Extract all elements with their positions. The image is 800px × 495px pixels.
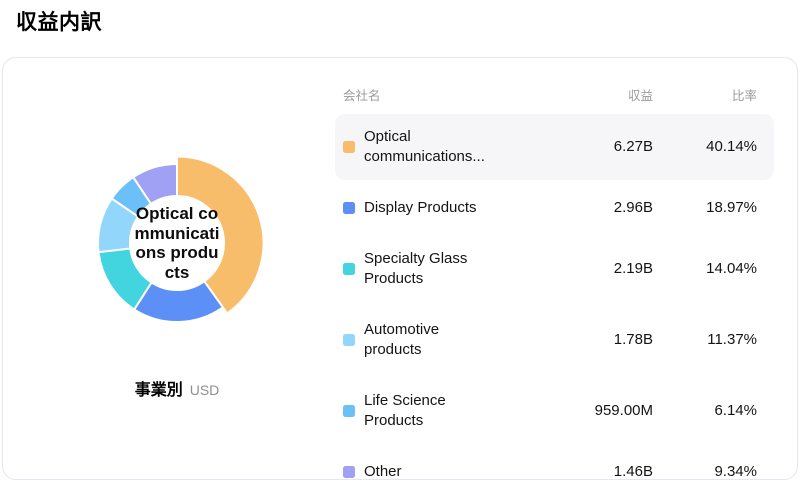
- table-row-display-products[interactable]: Display Products 2.96B 18.97%: [335, 185, 774, 231]
- donut-center-label: Optical co mmunicati ons produ cts: [122, 204, 232, 282]
- series-color-swatch: [343, 202, 355, 214]
- series-color-swatch: [343, 141, 355, 153]
- chart-unit-label: USD: [189, 382, 220, 398]
- table-row-optical-communications[interactable]: Optical communications... 6.27B 40.14%: [335, 114, 774, 180]
- table-row-automotive[interactable]: Automotive products 1.78B 11.37%: [335, 307, 774, 373]
- ratio-cell: 18.97%: [706, 199, 757, 216]
- revenue-cell: 959.00M: [594, 402, 653, 419]
- ratio-cell: 40.14%: [706, 138, 757, 155]
- donut-segment[interactable]: [176, 155, 265, 315]
- series-color-swatch: [343, 405, 355, 417]
- series-label: Life Science Products: [364, 392, 446, 429]
- ratio-cell: 14.04%: [706, 260, 757, 277]
- table-header-row: 会社名 収益 比率: [335, 84, 774, 104]
- donut-center-label-line: mmunicati: [134, 223, 220, 243]
- table-row-other[interactable]: Other 1.46B 9.34%: [335, 449, 774, 495]
- series-label: Display Products: [364, 199, 477, 216]
- donut-center-label-line: ons produ: [135, 243, 219, 262]
- table-row-specialty-glass[interactable]: Specialty Glass Products 2.19B 14.04%: [335, 236, 774, 302]
- revenue-breakdown-card: Optical co mmunicati ons produ cts 事業別 U…: [2, 57, 798, 480]
- donut-center-label-line: cts: [164, 262, 190, 282]
- header-revenue: 収益: [627, 88, 653, 103]
- donut-chart[interactable]: [67, 133, 287, 353]
- donut-chart-panel: Optical co mmunicati ons produ cts 事業別 U…: [3, 58, 335, 479]
- page-title: 収益内訳: [16, 11, 102, 34]
- revenue-cell: 2.19B: [613, 260, 653, 277]
- revenue-cell: 1.46B: [613, 463, 653, 480]
- header-name: 会社名: [343, 88, 381, 103]
- table-row-life-science[interactable]: Life Science Products 959.00M 6.14%: [335, 378, 774, 444]
- series-color-swatch: [343, 263, 355, 275]
- revenue-cell: 1.78B: [613, 331, 653, 348]
- series-label: Automotive products: [364, 321, 440, 358]
- series-color-swatch: [343, 466, 355, 478]
- ratio-cell: 9.34%: [714, 463, 757, 480]
- donut-center-label-line: Optical co: [135, 204, 219, 223]
- series-label: Optical communications...: [364, 128, 485, 165]
- header-ratio: 比率: [731, 88, 757, 103]
- ratio-cell: 6.14%: [714, 402, 757, 419]
- chart-footer: 事業別 USD: [135, 376, 220, 400]
- breakdown-table: 会社名 収益 比率 Optical communications... 6.27…: [335, 58, 797, 480]
- revenue-cell: 2.96B: [613, 199, 653, 216]
- chart-dimension-label: 事業別: [134, 382, 183, 399]
- ratio-cell: 11.37%: [707, 331, 757, 348]
- series-label: Specialty Glass Products: [364, 250, 468, 287]
- donut-segment[interactable]: [132, 163, 178, 205]
- revenue-cell: 6.27B: [613, 138, 653, 155]
- series-color-swatch: [343, 334, 355, 346]
- series-label: Other: [364, 463, 402, 480]
